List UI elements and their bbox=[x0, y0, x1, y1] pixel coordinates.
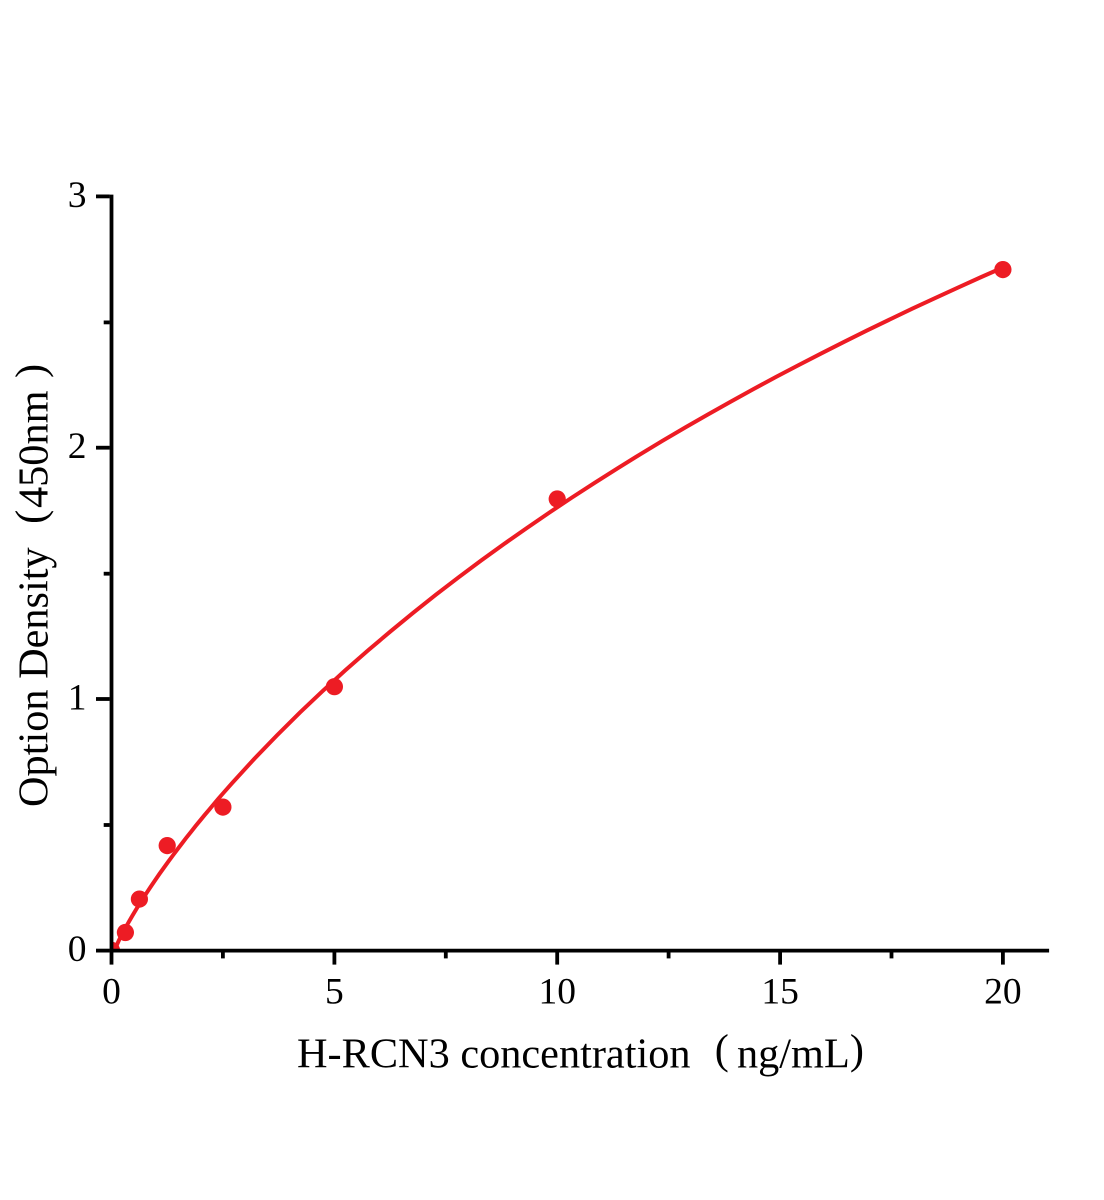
svg-text:5: 5 bbox=[325, 972, 344, 1013]
svg-text:2: 2 bbox=[68, 426, 87, 467]
svg-text:10: 10 bbox=[538, 972, 576, 1013]
svg-text:0: 0 bbox=[102, 972, 121, 1013]
svg-text:Option Density(450nm): Option Density(450nm) bbox=[8, 364, 58, 807]
svg-text:15: 15 bbox=[761, 972, 799, 1013]
svg-text:20: 20 bbox=[984, 972, 1022, 1013]
svg-text:H-RCN3 concentration(ng/mL): H-RCN3 concentration(ng/mL) bbox=[297, 1027, 864, 1078]
svg-text:0: 0 bbox=[68, 929, 87, 970]
svg-text:1: 1 bbox=[68, 678, 87, 719]
svg-text:3: 3 bbox=[68, 175, 87, 216]
